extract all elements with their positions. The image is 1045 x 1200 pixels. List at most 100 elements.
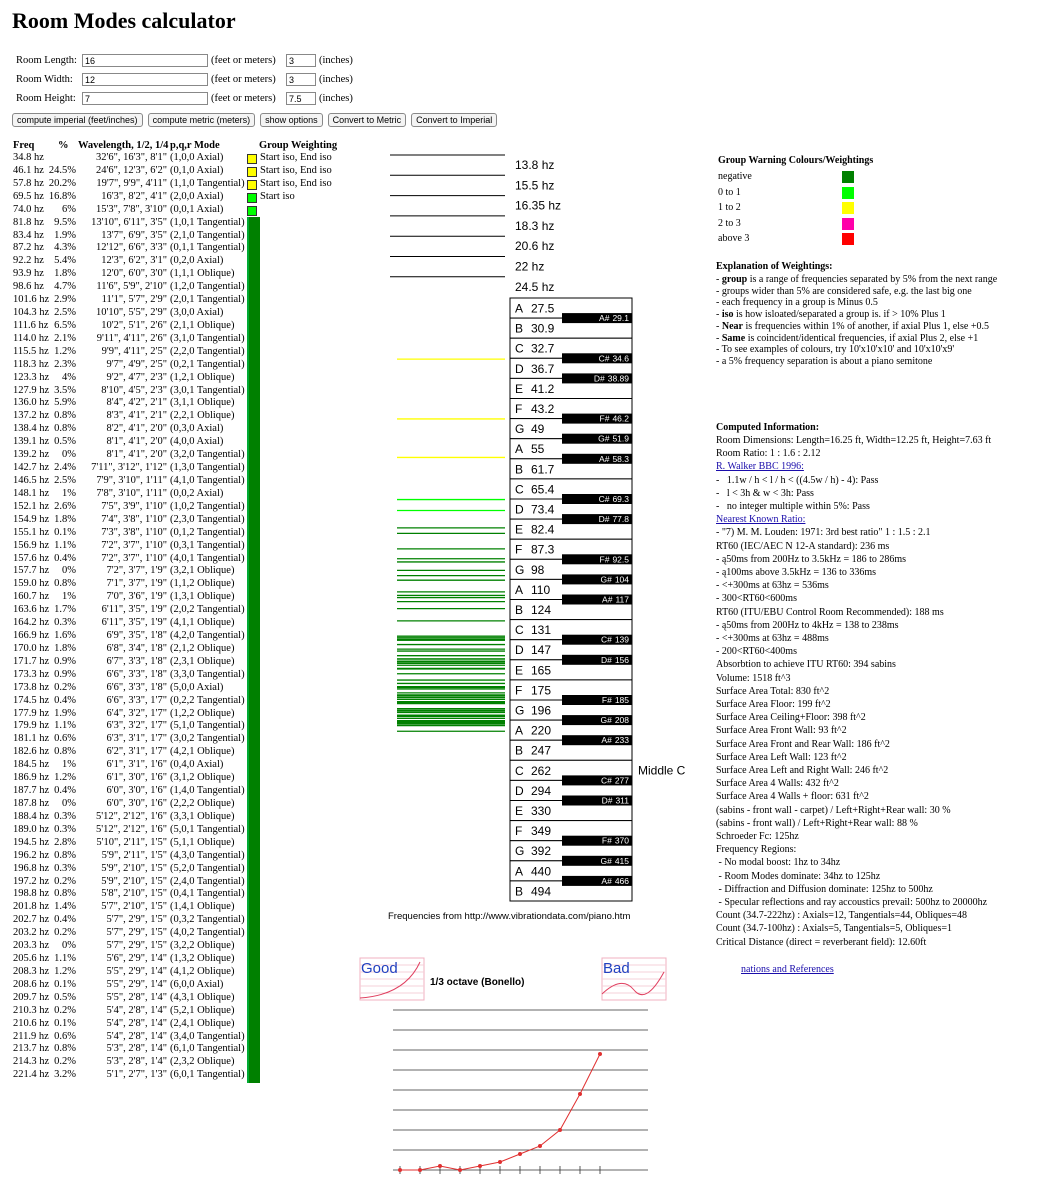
mode: (2,0,2 Tangential) <box>170 604 245 616</box>
key-frequency: 30.9 <box>531 322 555 336</box>
weighting-bar <box>247 319 260 334</box>
text-input[interactable]: 16 <box>82 54 208 67</box>
weighting-bar <box>247 875 260 889</box>
button[interactable]: show options <box>260 113 323 127</box>
mode: (1,2,2 Oblique) <box>170 707 235 719</box>
wavelength: 12'3", 6'2", 3'1" <box>101 255 167 267</box>
percent: 0.1% <box>54 526 76 538</box>
mode: (0,1,1 Tangential) <box>170 242 245 254</box>
mode: (4,0,1 Tangential) <box>170 552 245 564</box>
link[interactable]: R. Walker BBC 1996: <box>716 461 804 473</box>
frequency: 187.7 hz <box>13 785 50 797</box>
link[interactable]: Nearest Known Ratio: <box>716 514 806 526</box>
info-line: Frequency Regions: <box>716 844 797 856</box>
info-line: - Room Modes dominate: 34hz to 125hz <box>716 870 881 882</box>
key-frequency: 43.2 <box>531 402 555 416</box>
percent: 1% <box>62 759 76 771</box>
keyword: Same <box>721 332 746 344</box>
text: - To see examples of colours, try 10'x10… <box>716 344 955 356</box>
bonello-point <box>598 1052 602 1056</box>
black-key-label: G# 51.9 <box>598 434 629 444</box>
explanation-title: Explanation of Weightings: <box>716 261 833 272</box>
wavelength: 7'2", 3'7", 1'10" <box>101 552 167 564</box>
button[interactable]: compute metric (meters) <box>147 113 256 127</box>
weighting-bar <box>247 836 260 851</box>
weighting-note: Start iso, End iso <box>260 177 332 189</box>
link[interactable]: nations and References <box>741 964 834 975</box>
percent: 0.5% <box>54 991 76 1003</box>
text-input[interactable]: 7 <box>82 92 208 105</box>
mode: (4,0,2 Tangential) <box>170 927 245 939</box>
mode: (4,1,2 Oblique) <box>170 965 235 977</box>
mode: (3,3,0 Tangential) <box>170 668 245 680</box>
info-line: Surface Area Front Wall: 93 ft^2 <box>716 725 847 737</box>
key-note: C# <box>599 353 610 363</box>
info-line: - ą100ms above 3.5kHz = 136 to 336ms <box>716 567 877 578</box>
button-bar: compute imperial (feet/inches) compute me… <box>12 113 498 127</box>
button[interactable]: Convert to Metric <box>327 113 407 127</box>
weighting-bar <box>247 978 260 993</box>
black-key <box>562 855 632 866</box>
wavelength: 5'8", 2'10", 1'5" <box>101 888 167 900</box>
frequency-label: 22 hz <box>515 260 544 274</box>
percent: 1.1% <box>54 539 76 551</box>
black-key-label: D# 38.89 <box>594 373 629 383</box>
mode: (3,2,2 Oblique) <box>170 940 235 952</box>
key-frequency: 77.8 <box>612 514 629 524</box>
frequency: 83.4 hz <box>13 229 44 241</box>
frequency: 179.9 hz <box>13 720 50 732</box>
key-note: E <box>515 523 523 537</box>
weighting-bar <box>247 154 257 164</box>
text: - each frequency in a group is Minus 0.5 <box>716 297 878 309</box>
text-input[interactable]: 3 <box>286 73 316 86</box>
weighting-bar <box>247 733 260 747</box>
button[interactable]: Convert to Imperial <box>411 113 498 127</box>
percent: 0.2% <box>54 681 76 693</box>
frequency: 115.5 hz <box>13 345 49 357</box>
black-key <box>562 413 632 424</box>
button[interactable]: compute imperial (feet/inches) <box>12 113 143 127</box>
thumbnail-curve <box>359 961 421 999</box>
key-frequency: 349 <box>531 824 551 838</box>
percent: 20.2% <box>48 177 76 189</box>
weighting-bar <box>247 281 260 295</box>
text-input[interactable]: 7.5 <box>286 92 316 105</box>
percent: 0.8% <box>54 849 76 861</box>
info-line: Critical Distance (direct = reverberant … <box>716 936 927 948</box>
frequency: 138.4 hz <box>13 423 50 435</box>
frequency: 202.7 hz <box>13 914 50 926</box>
info-line: - ą50ms from 200Hz to 4kHz = 138 to 238m… <box>716 619 899 631</box>
text-input[interactable]: 3 <box>286 54 316 67</box>
frequency: 164.2 hz <box>13 617 50 629</box>
key-frequency: 415 <box>615 856 629 866</box>
frequency: 146.5 hz <box>13 475 50 486</box>
key-frequency: 87.3 <box>531 543 555 557</box>
frequency: 159.0 hz <box>13 578 50 590</box>
weighting-bar <box>247 475 260 489</box>
mode: (4,2,0 Tangential) <box>170 630 245 642</box>
frequency: 194.5 hz <box>13 836 50 848</box>
mode: (5,2,1 Oblique) <box>170 1004 235 1016</box>
key-note: E <box>515 663 523 677</box>
unit-label: (feet or meters) <box>211 55 276 66</box>
percent: 6% <box>62 203 76 215</box>
weighting-bar <box>247 397 260 411</box>
percent: 2.1% <box>54 332 76 344</box>
legend-swatch <box>842 217 854 230</box>
text-input[interactable]: 12 <box>82 73 208 86</box>
wavelength: 5'7", 2'10", 1'5" <box>101 901 167 913</box>
key-frequency: 330 <box>531 804 551 818</box>
frequency: 173.8 hz <box>13 681 50 693</box>
explanation-line: - a 5% frequency separation is about a p… <box>716 356 932 368</box>
key-note: E <box>515 382 523 396</box>
wavelength: 8'1", 4'1", 2'0" <box>106 449 167 461</box>
frequency: 214.3 hz <box>13 1056 50 1068</box>
percent: 0.8% <box>54 578 76 590</box>
weighting-bar <box>247 1069 260 1083</box>
percent: 0% <box>62 940 76 952</box>
key-frequency: 247 <box>531 744 551 758</box>
key-frequency: 82.4 <box>531 523 555 537</box>
legend-label: 2 to 3 <box>718 217 741 229</box>
weighting-bar <box>247 513 260 528</box>
black-key-label: A# 117 <box>602 595 629 605</box>
